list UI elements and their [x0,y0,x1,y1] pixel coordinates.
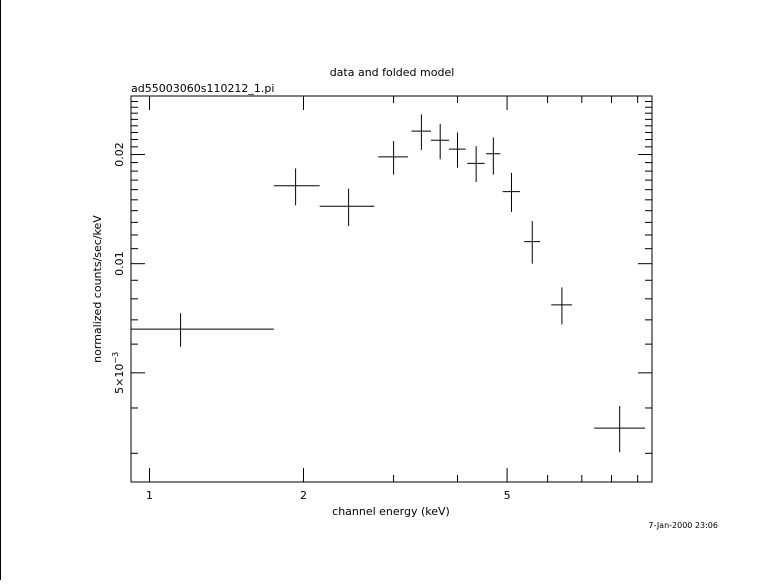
data-point [430,123,450,160]
y-tick-label: 0.02 [113,142,126,167]
data-point [319,188,375,227]
data-point [486,137,501,175]
plot-timestamp: 7-Jan-2000 23:06 [648,521,718,530]
chart-subtitle: ad55003060s110212_1.pi [131,82,274,95]
y-tick-label: 0.01 [113,251,126,276]
plot-frame [130,95,653,483]
data-point [502,172,521,212]
data-point [551,287,573,325]
data-points [131,114,645,453]
data-point [273,168,320,206]
x-tick-label: 2 [300,489,307,502]
y-axis-label: normalized counts/sec/keV [91,215,104,363]
chart-title: data and folded model [330,66,455,79]
x-tick-label: 5 [504,489,511,502]
data-point [449,132,466,168]
x-axis-label: channel energy (keV) [332,505,450,518]
data-point [411,114,431,150]
y-tick-label: 5×10−3 [111,352,126,394]
data-point [524,221,541,264]
axis-ticks [131,96,652,482]
data-point [131,313,274,347]
data-point [467,146,485,182]
x-tick-label: 1 [146,489,153,502]
data-point [378,140,408,175]
axis-tick-labels: 1 2 5 5×10−3 0.01 0.02 [111,142,511,502]
data-point [594,406,645,453]
window-left-edge [0,0,1,580]
